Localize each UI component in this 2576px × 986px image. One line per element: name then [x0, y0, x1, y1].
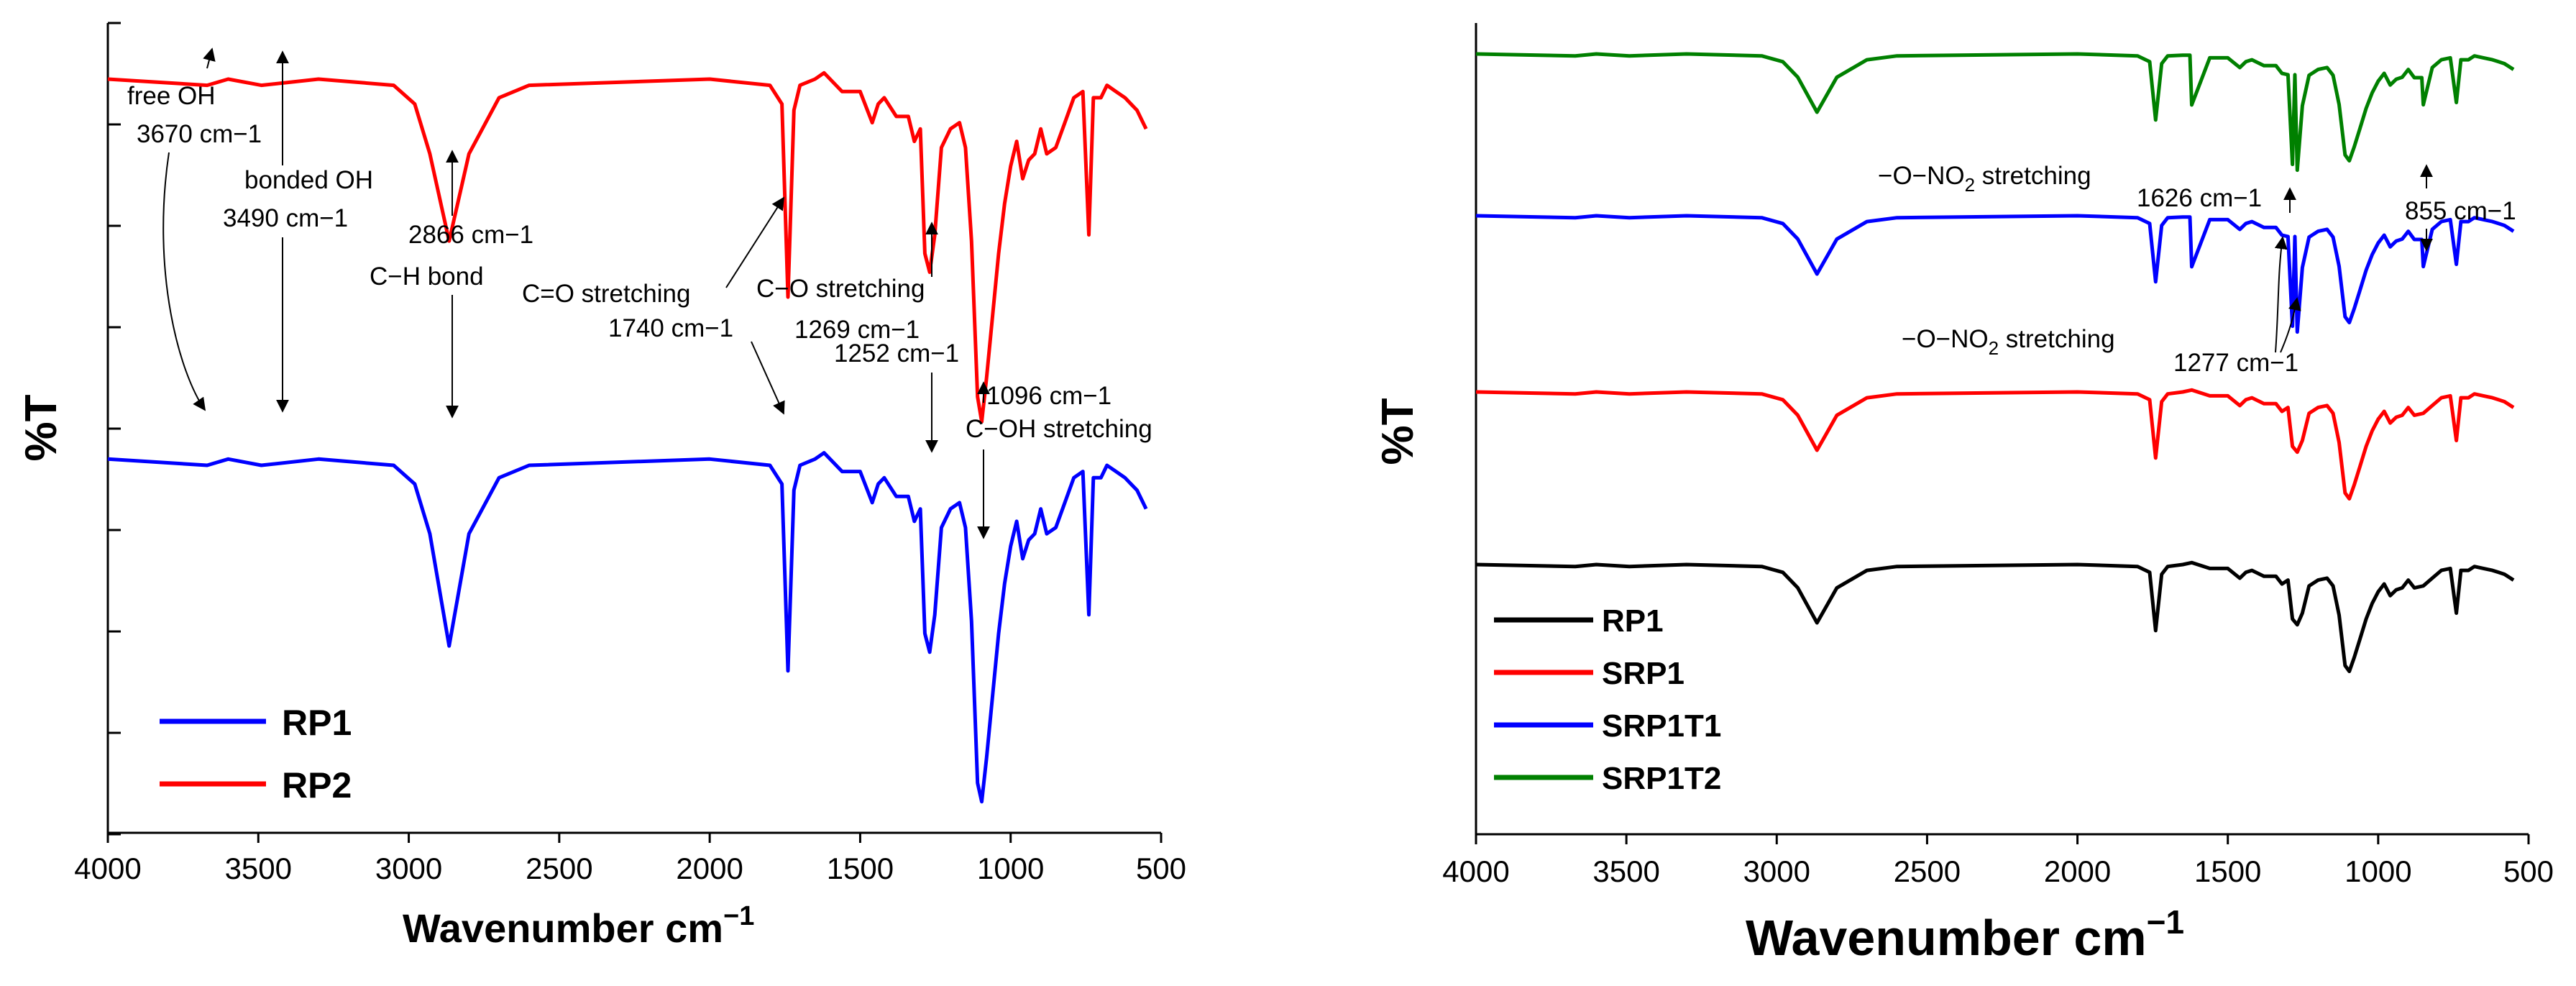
free-oh-arrow-up [203, 47, 216, 69]
left-chart: 4000 3500 3000 2500 2000 1500 1000 500 free OH … [17, 22, 1186, 951]
left-x-ticks: 4000 3500 3000 2500 2000 1500 1000 500 [74, 833, 1186, 885]
left-x-tick-label: 500 [1136, 852, 1186, 885]
right-legend: RP1 SRP1 SRP1T1 SRP1T2 [1494, 603, 1721, 796]
annotation-coh-line2: C−OH stretching [966, 415, 1152, 443]
left-x-tick-label: 2500 [526, 852, 592, 885]
right-x-tick-label: 2000 [2044, 854, 2111, 888]
annotation-c-o-line2: 1269 cm−1 [794, 316, 920, 344]
right-chart: 4000 3500 3000 2500 2000 1500 1000 500 −O−NO2 s… [1373, 23, 2554, 966]
right-x-tick-label: 3500 [1592, 854, 1659, 888]
right-x-axis-title: Wavenumber cm−1 [1746, 903, 2184, 966]
series-line-srp1 [1475, 388, 2515, 501]
right-x-ticks: 4000 3500 3000 2500 2000 1500 1000 500 [1442, 834, 2554, 888]
series-line-srp1t1 [1475, 214, 2515, 334]
annotation-c-o-line1: C−O stretching [756, 275, 925, 303]
right-y-axis-title: %T [1373, 398, 1423, 465]
right-x-tick-label: 1500 [2194, 854, 2261, 888]
left-x-tick-label: 3500 [225, 852, 292, 885]
left-x-tick-label: 1000 [977, 852, 1044, 885]
annotation-free-oh-line2: 3670 cm−1 [137, 120, 262, 148]
annotation-855: 855 cm−1 [2405, 197, 2516, 225]
right-series [1475, 52, 2515, 673]
legend-label-srp1t1: SRP1T1 [1602, 708, 1721, 744]
legend-label-rp1: RP1 [282, 703, 352, 743]
left-legend: RP1 RP2 [160, 703, 352, 805]
left-y-axis-title: %T [17, 394, 66, 461]
legend-label-rp1-right: RP1 [1602, 603, 1664, 639]
annotation-free-oh-line1: free OH [127, 82, 216, 110]
annotation-coh-line1: 1096 cm−1 [986, 382, 1111, 410]
series-line-rp1 [107, 451, 1148, 804]
annotation-ch-line2: C−H bond [370, 263, 484, 291]
annotation-bonded-oh-line1: bonded OH [244, 166, 373, 194]
annotation-1277: 1277 cm−1 [2173, 349, 2298, 377]
right-x-tick-label: 2500 [1894, 854, 1961, 888]
arrow-1277-a [2274, 236, 2288, 353]
series-line-rp2 [107, 70, 1148, 424]
right-x-tick-label: 3000 [1743, 854, 1810, 888]
annotation-co-line1: C=O stretching [522, 280, 690, 308]
legend-label-rp2: RP2 [282, 765, 352, 805]
left-x-tick-label: 1500 [827, 852, 894, 885]
legend-label-srp1: SRP1 [1602, 656, 1685, 691]
annotation-c-o-line3: 1252 cm−1 [834, 339, 959, 368]
left-x-tick-label: 4000 [74, 852, 141, 885]
left-x-tick-label: 3000 [375, 852, 442, 885]
series-line-rp1 [1475, 560, 2515, 673]
left-y-ticks [108, 22, 121, 836]
free-oh-arrow-down [162, 152, 206, 411]
annotation-bonded-oh-line2: 3490 cm−1 [223, 204, 348, 232]
annotation-co-line2: 1740 cm−1 [608, 314, 733, 342]
co-arrow-down [751, 341, 785, 415]
right-x-tick-label: 4000 [1442, 854, 1509, 888]
right-x-tick-label: 1000 [2344, 854, 2411, 888]
left-series [107, 70, 1148, 804]
annotation-ono2-bottom: −O−NO2 stretching [1902, 325, 2115, 359]
right-annotations: −O−NO2 stretching 1626 cm−1 855 cm−1 −O−… [1878, 162, 2516, 377]
annotation-ch-line1: 2866 cm−1 [408, 221, 533, 249]
legend-label-srp1t2: SRP1T2 [1602, 761, 1721, 796]
series-line-srp1t2 [1475, 52, 2515, 173]
left-annotations: free OH 3670 cm−1 bonded OH 3490 cm−1 28… [127, 47, 1152, 539]
annotation-1626: 1626 cm−1 [2137, 184, 2262, 212]
left-x-axis-title: Wavenumber cm−1 [403, 901, 754, 951]
left-x-tick-label: 2000 [676, 852, 743, 885]
right-x-tick-label: 500 [2503, 854, 2554, 888]
arrow-1277-b [2280, 297, 2301, 353]
annotation-ono2-top: −O−NO2 stretching [1878, 162, 2091, 196]
co-arrow-up [725, 196, 784, 288]
